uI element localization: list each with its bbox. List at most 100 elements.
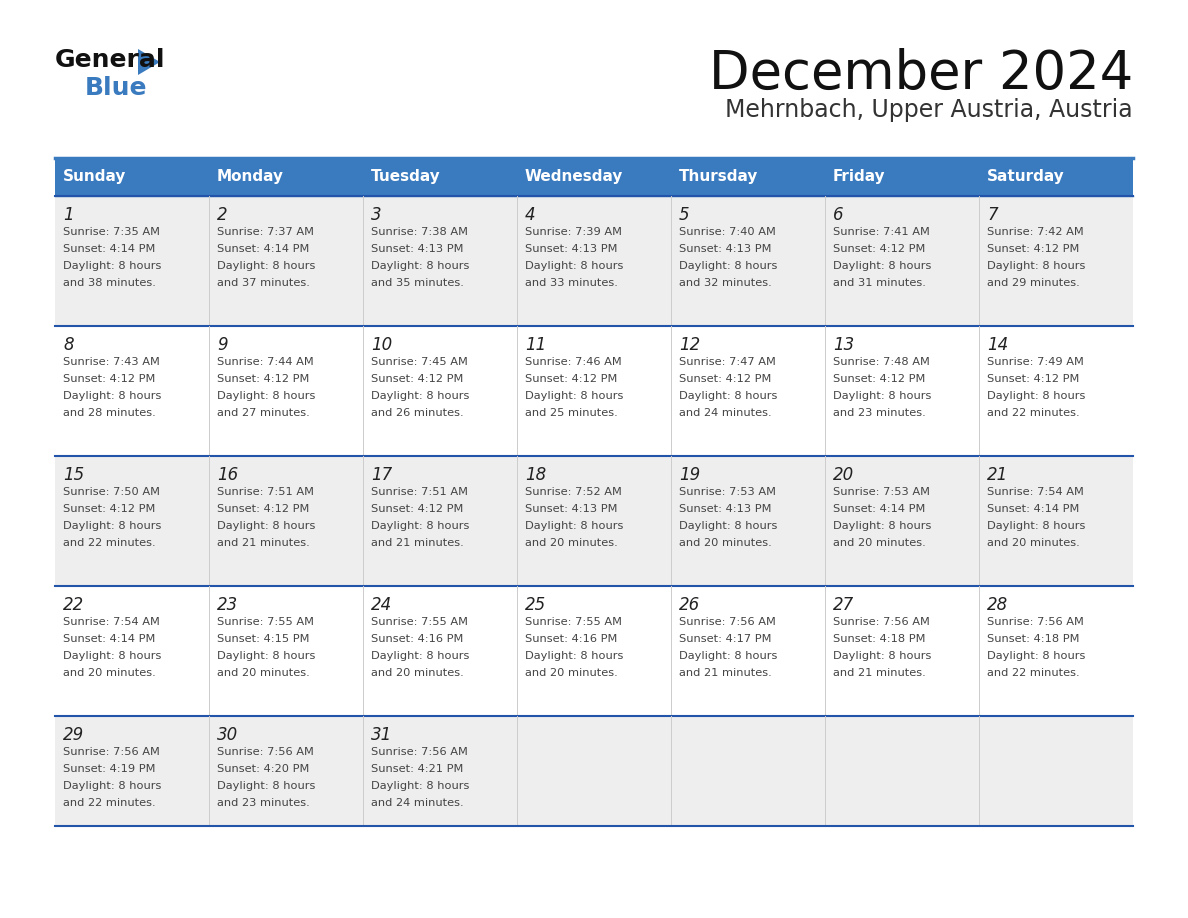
Text: and 20 minutes.: and 20 minutes. [525, 538, 618, 548]
Text: Sunrise: 7:45 AM: Sunrise: 7:45 AM [371, 357, 468, 367]
Text: 24: 24 [371, 596, 392, 614]
Bar [671, 158, 824, 196]
Text: Sunset: 4:12 PM: Sunset: 4:12 PM [371, 374, 463, 384]
Text: Sunset: 4:16 PM: Sunset: 4:16 PM [371, 634, 463, 644]
Text: Sunset: 4:14 PM: Sunset: 4:14 PM [63, 634, 156, 644]
Text: Sunset: 4:17 PM: Sunset: 4:17 PM [680, 634, 771, 644]
Text: 7: 7 [987, 206, 998, 224]
Text: 2: 2 [217, 206, 228, 224]
Text: Sunrise: 7:54 AM: Sunrise: 7:54 AM [987, 487, 1083, 497]
Text: and 20 minutes.: and 20 minutes. [63, 668, 156, 678]
Text: 5: 5 [680, 206, 689, 224]
Text: Daylight: 8 hours: Daylight: 8 hours [833, 651, 931, 661]
Text: 12: 12 [680, 336, 700, 354]
Text: Daylight: 8 hours: Daylight: 8 hours [680, 391, 777, 401]
Text: Sunset: 4:18 PM: Sunset: 4:18 PM [987, 634, 1080, 644]
Polygon shape [138, 49, 160, 75]
Text: Mehrnbach, Upper Austria, Austria: Mehrnbach, Upper Austria, Austria [726, 98, 1133, 122]
Text: 21: 21 [987, 466, 1009, 484]
Text: 1: 1 [63, 206, 74, 224]
Text: General: General [55, 48, 165, 72]
Text: 28: 28 [987, 596, 1009, 614]
Text: Sunrise: 7:55 AM: Sunrise: 7:55 AM [371, 617, 468, 627]
Bar [55, 586, 1133, 716]
Text: Sunset: 4:12 PM: Sunset: 4:12 PM [680, 374, 771, 384]
Text: 22: 22 [63, 596, 84, 614]
Text: and 37 minutes.: and 37 minutes. [217, 278, 310, 288]
Text: Sunrise: 7:48 AM: Sunrise: 7:48 AM [833, 357, 930, 367]
Text: and 22 minutes.: and 22 minutes. [63, 798, 156, 808]
Text: Sunrise: 7:56 AM: Sunrise: 7:56 AM [833, 617, 930, 627]
Text: Sunset: 4:16 PM: Sunset: 4:16 PM [525, 634, 618, 644]
Text: Sunset: 4:18 PM: Sunset: 4:18 PM [833, 634, 925, 644]
Text: Sunset: 4:12 PM: Sunset: 4:12 PM [63, 504, 156, 514]
Text: Sunrise: 7:52 AM: Sunrise: 7:52 AM [525, 487, 621, 497]
Text: Sunrise: 7:43 AM: Sunrise: 7:43 AM [63, 357, 160, 367]
Text: 10: 10 [371, 336, 392, 354]
Text: Daylight: 8 hours: Daylight: 8 hours [680, 261, 777, 271]
Text: Sunset: 4:14 PM: Sunset: 4:14 PM [63, 244, 156, 254]
Text: Daylight: 8 hours: Daylight: 8 hours [63, 781, 162, 791]
Text: Sunrise: 7:41 AM: Sunrise: 7:41 AM [833, 227, 930, 237]
Text: and 21 minutes.: and 21 minutes. [371, 538, 463, 548]
Text: Monday: Monday [217, 170, 284, 185]
Text: and 21 minutes.: and 21 minutes. [680, 668, 772, 678]
Bar [979, 158, 1133, 196]
Text: Sunset: 4:12 PM: Sunset: 4:12 PM [833, 244, 925, 254]
Text: 17: 17 [371, 466, 392, 484]
Text: Wednesday: Wednesday [525, 170, 624, 185]
Bar [517, 158, 671, 196]
Bar [824, 158, 979, 196]
Text: Sunrise: 7:49 AM: Sunrise: 7:49 AM [987, 357, 1083, 367]
Text: Daylight: 8 hours: Daylight: 8 hours [833, 391, 931, 401]
Text: 11: 11 [525, 336, 546, 354]
Text: Daylight: 8 hours: Daylight: 8 hours [63, 261, 162, 271]
Text: 8: 8 [63, 336, 74, 354]
Text: Sunset: 4:15 PM: Sunset: 4:15 PM [217, 634, 310, 644]
Bar [55, 196, 1133, 326]
Text: and 20 minutes.: and 20 minutes. [217, 668, 310, 678]
Text: Sunset: 4:14 PM: Sunset: 4:14 PM [217, 244, 309, 254]
Text: Sunset: 4:12 PM: Sunset: 4:12 PM [833, 374, 925, 384]
Text: Daylight: 8 hours: Daylight: 8 hours [525, 651, 624, 661]
Text: December 2024: December 2024 [709, 48, 1133, 100]
Text: 4: 4 [525, 206, 536, 224]
Text: Daylight: 8 hours: Daylight: 8 hours [63, 651, 162, 661]
Text: Sunrise: 7:42 AM: Sunrise: 7:42 AM [987, 227, 1083, 237]
Bar [55, 158, 209, 196]
Text: Sunrise: 7:39 AM: Sunrise: 7:39 AM [525, 227, 623, 237]
Text: Sunset: 4:14 PM: Sunset: 4:14 PM [987, 504, 1080, 514]
Text: 13: 13 [833, 336, 854, 354]
Text: Blue: Blue [86, 76, 147, 100]
Text: Sunrise: 7:55 AM: Sunrise: 7:55 AM [525, 617, 623, 627]
Text: Tuesday: Tuesday [371, 170, 441, 185]
Text: Daylight: 8 hours: Daylight: 8 hours [525, 521, 624, 531]
Bar [55, 716, 1133, 826]
Text: Daylight: 8 hours: Daylight: 8 hours [987, 521, 1086, 531]
Text: and 38 minutes.: and 38 minutes. [63, 278, 156, 288]
Text: Sunset: 4:12 PM: Sunset: 4:12 PM [987, 374, 1080, 384]
Text: Sunset: 4:13 PM: Sunset: 4:13 PM [680, 504, 771, 514]
Text: 23: 23 [217, 596, 239, 614]
Text: Sunrise: 7:54 AM: Sunrise: 7:54 AM [63, 617, 160, 627]
Text: Sunrise: 7:50 AM: Sunrise: 7:50 AM [63, 487, 160, 497]
Text: Sunset: 4:13 PM: Sunset: 4:13 PM [680, 244, 771, 254]
Text: and 23 minutes.: and 23 minutes. [217, 798, 310, 808]
Text: and 24 minutes.: and 24 minutes. [680, 408, 772, 418]
Text: Sunset: 4:12 PM: Sunset: 4:12 PM [217, 504, 309, 514]
Text: Sunday: Sunday [63, 170, 126, 185]
Text: and 28 minutes.: and 28 minutes. [63, 408, 156, 418]
Text: Daylight: 8 hours: Daylight: 8 hours [833, 261, 931, 271]
Text: Sunrise: 7:53 AM: Sunrise: 7:53 AM [833, 487, 930, 497]
Text: Sunrise: 7:56 AM: Sunrise: 7:56 AM [987, 617, 1083, 627]
Text: Sunrise: 7:55 AM: Sunrise: 7:55 AM [217, 617, 314, 627]
Text: and 29 minutes.: and 29 minutes. [987, 278, 1080, 288]
Text: Friday: Friday [833, 170, 885, 185]
Text: and 21 minutes.: and 21 minutes. [217, 538, 310, 548]
Text: Daylight: 8 hours: Daylight: 8 hours [987, 651, 1086, 661]
Text: Sunset: 4:12 PM: Sunset: 4:12 PM [217, 374, 309, 384]
Text: Daylight: 8 hours: Daylight: 8 hours [371, 521, 469, 531]
Text: Sunset: 4:12 PM: Sunset: 4:12 PM [371, 504, 463, 514]
Text: and 23 minutes.: and 23 minutes. [833, 408, 925, 418]
Text: Sunrise: 7:56 AM: Sunrise: 7:56 AM [217, 747, 314, 757]
